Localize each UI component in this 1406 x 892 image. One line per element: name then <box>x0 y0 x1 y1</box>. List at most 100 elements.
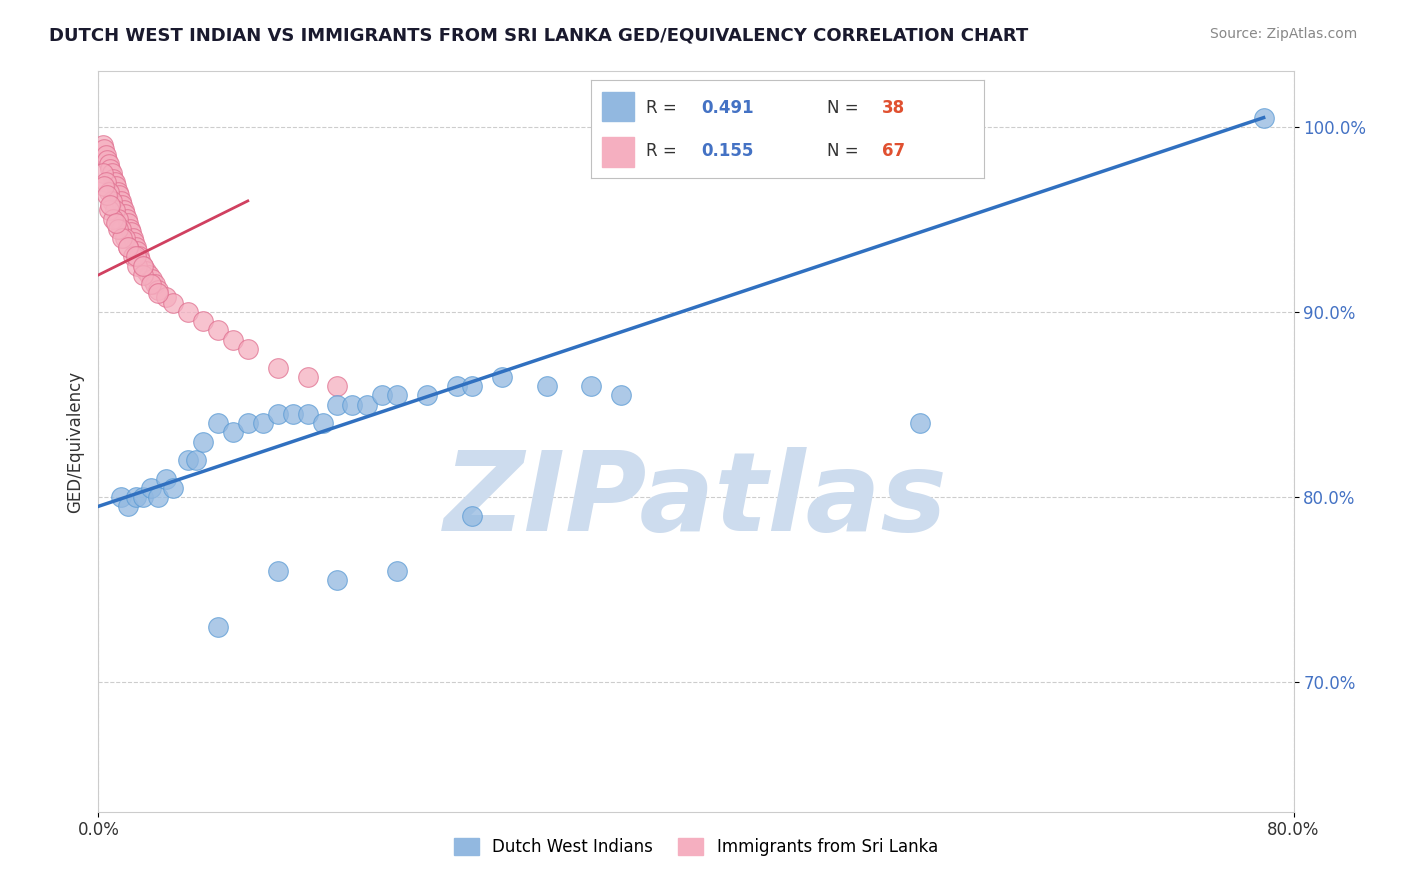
Point <box>107 212 129 227</box>
Point <box>267 360 290 375</box>
Point <box>177 453 200 467</box>
Point <box>91 138 114 153</box>
Point <box>491 369 513 384</box>
Point <box>94 175 117 190</box>
Point <box>127 244 149 258</box>
Point <box>114 231 136 245</box>
Point <box>267 407 290 421</box>
Point <box>132 268 155 282</box>
Point <box>110 221 132 235</box>
Point <box>96 188 118 202</box>
Point <box>114 207 136 221</box>
Bar <box>602 92 634 121</box>
Point <box>141 271 163 285</box>
Point <box>132 490 155 504</box>
Point <box>148 490 170 504</box>
Point <box>326 574 349 588</box>
Point <box>107 185 129 199</box>
Point <box>98 197 122 211</box>
Point <box>132 259 155 273</box>
Legend: Dutch West Indians, Immigrants from Sri Lanka: Dutch West Indians, Immigrants from Sri … <box>447 831 945 863</box>
Text: 38: 38 <box>882 99 905 117</box>
Text: R =: R = <box>645 99 682 117</box>
Point <box>128 249 150 263</box>
Point <box>385 388 409 402</box>
Point <box>125 490 148 504</box>
Point <box>326 397 349 411</box>
Point <box>115 212 138 227</box>
Point <box>135 264 157 278</box>
Point <box>281 407 304 421</box>
Text: 0.491: 0.491 <box>700 99 754 117</box>
Point <box>107 221 129 235</box>
Point <box>97 157 120 171</box>
Text: 67: 67 <box>882 142 905 160</box>
Point <box>125 240 148 254</box>
Text: ZIPatlas: ZIPatlas <box>444 447 948 554</box>
Point <box>139 481 162 495</box>
Point <box>326 379 349 393</box>
Point <box>104 175 127 190</box>
Point <box>311 416 333 430</box>
Point <box>207 323 229 337</box>
Point <box>207 416 229 430</box>
Point <box>536 379 558 393</box>
Point <box>177 305 200 319</box>
Point <box>101 194 124 208</box>
Point <box>103 212 125 227</box>
Point <box>94 147 117 161</box>
Point <box>155 471 177 485</box>
Point <box>385 564 409 578</box>
Point <box>121 249 143 263</box>
Point <box>252 416 274 430</box>
Point <box>461 379 484 393</box>
Point <box>118 221 141 235</box>
Point <box>97 185 120 199</box>
Point <box>117 240 139 254</box>
Point <box>121 231 143 245</box>
Point <box>105 216 128 230</box>
Point <box>112 203 135 218</box>
Point <box>127 259 149 273</box>
Point <box>138 268 160 282</box>
Point <box>108 188 131 202</box>
Point <box>236 342 259 356</box>
Point <box>117 240 139 254</box>
Point <box>93 142 115 156</box>
Point <box>148 283 170 297</box>
Y-axis label: GED/Equivalency: GED/Equivalency <box>66 370 84 513</box>
Text: R =: R = <box>645 142 682 160</box>
Text: N =: N = <box>827 142 863 160</box>
Point <box>191 314 214 328</box>
Point <box>356 397 378 411</box>
Point <box>342 397 364 411</box>
Text: N =: N = <box>827 99 863 117</box>
Text: Source: ZipAtlas.com: Source: ZipAtlas.com <box>1209 27 1357 41</box>
Point <box>111 231 134 245</box>
Point <box>110 490 132 504</box>
Text: 0.155: 0.155 <box>700 142 754 160</box>
Point <box>222 333 245 347</box>
Point <box>222 425 245 440</box>
Point <box>148 286 170 301</box>
Point <box>143 277 166 292</box>
Point <box>461 508 484 523</box>
Point <box>96 153 118 168</box>
Point <box>132 259 155 273</box>
Point <box>124 235 146 249</box>
Point <box>97 203 120 218</box>
Point <box>236 416 259 430</box>
Point <box>125 249 148 263</box>
Point <box>446 379 468 393</box>
Point <box>162 481 184 495</box>
Point <box>610 388 633 402</box>
Point <box>416 388 439 402</box>
Bar <box>602 137 634 167</box>
Point <box>117 216 139 230</box>
Point <box>98 162 122 177</box>
Point <box>297 369 319 384</box>
Point <box>908 416 931 430</box>
Point <box>101 166 124 180</box>
Point <box>105 179 128 194</box>
Point <box>191 434 214 449</box>
